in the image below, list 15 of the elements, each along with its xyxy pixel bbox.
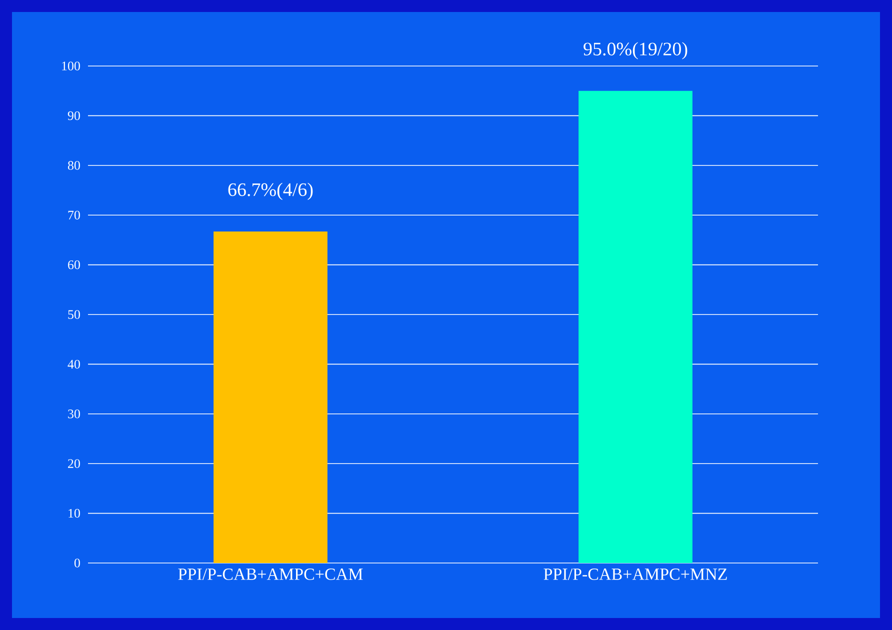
x-tick-label: PPI/P-CAB+AMPC+CAM [178, 568, 363, 580]
y-tick-label: 40 [68, 360, 80, 369]
y-tick-label: 10 [68, 508, 80, 518]
y-tick-label: 0 [74, 558, 80, 568]
y-tick-label: 20 [68, 459, 80, 468]
data-label: 66.7%(4/6) [228, 182, 313, 200]
y-tick-label: 70 [68, 210, 80, 220]
y-tick-label: 80 [68, 161, 80, 170]
data-label: 95.0%(19/20) [584, 42, 688, 60]
y-tick-label: 100 [62, 62, 80, 70]
y-tick-label: 50 [68, 310, 80, 319]
x-tick-label: PPI/P-CAB+AMPC+MNZ [544, 568, 727, 580]
y-tick-label: 90 [68, 111, 80, 120]
y-tick-label: 60 [68, 260, 80, 270]
y-tick-label: 30 [68, 410, 80, 418]
